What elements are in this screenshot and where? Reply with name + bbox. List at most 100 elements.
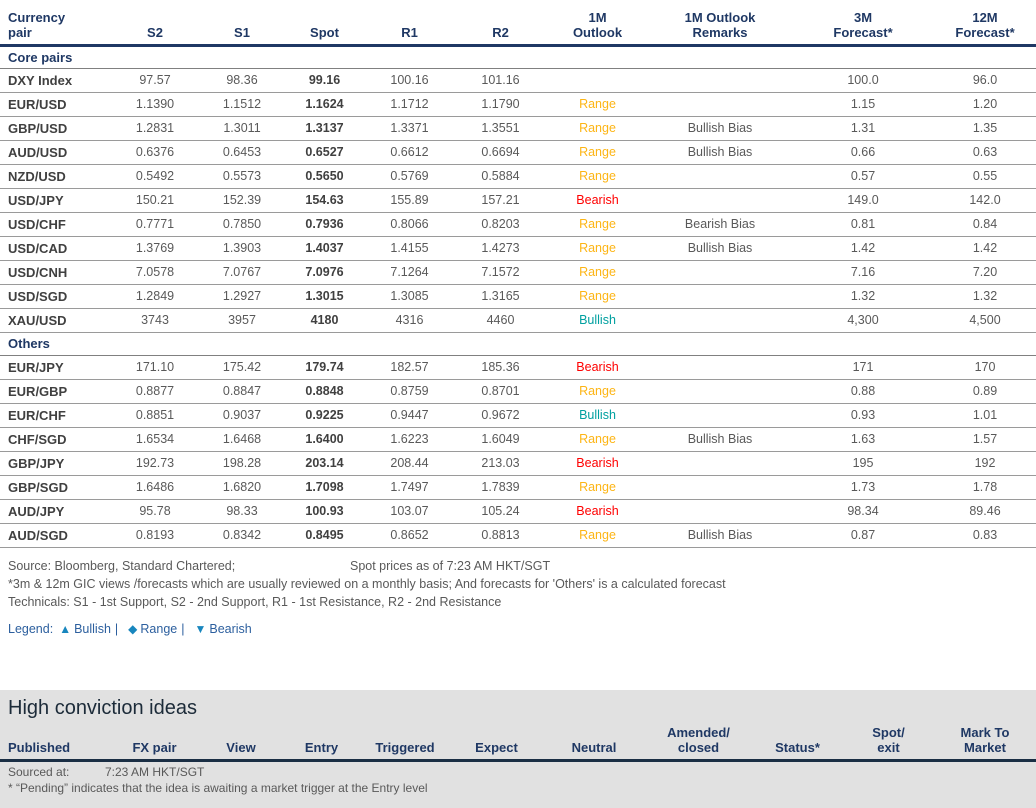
r2-cell: 0.8701 — [454, 379, 547, 404]
outlook-remarks-cell: Bullish Bias — [648, 236, 792, 261]
fx-row-nzd-usd: NZD/USD 0.5492 0.5573 0.5650 0.5769 0.5884 Ran… — [0, 164, 1036, 189]
outlook-remarks-cell — [648, 475, 792, 500]
fx-pair-cell: AUD/JPY — [0, 499, 110, 524]
hci-column-header: View — [199, 724, 283, 762]
fx-column-header: 1M Outlook Remarks — [648, 0, 792, 47]
section-row: Core pairs — [0, 45, 1036, 69]
r1-cell: 1.7497 — [365, 475, 454, 500]
spot-cell: 100.93 — [284, 499, 365, 524]
hci-header-row: Published FX pair View Entry Triggered Expect… — [0, 724, 1036, 762]
fx-row-eur-gbp: EUR/GBP 0.8877 0.8847 0.8848 0.8759 0.8701 Ran… — [0, 379, 1036, 404]
legend-item-label: Bearish — [209, 621, 252, 636]
outlook-cell: Range — [547, 212, 648, 237]
forecast-12m-cell: 1.01 — [934, 403, 1036, 428]
fx-row-usd-sgd: USD/SGD 1.2849 1.2927 1.3015 1.3085 1.3165 Ran… — [0, 284, 1036, 309]
fx-column-header: Spot — [284, 0, 365, 47]
sourced-at-label: Sourced at: — [8, 764, 70, 779]
s1-cell: 198.28 — [200, 451, 284, 476]
s2-cell: 1.3769 — [110, 236, 200, 261]
s1-cell: 98.36 — [200, 68, 284, 93]
forecast-12m-cell: 4,500 — [934, 308, 1036, 333]
fx-pair-cell: USD/SGD — [0, 284, 110, 309]
outlook-remarks-cell: Bullish Bias — [648, 116, 792, 141]
outlook-cell: Range — [547, 284, 648, 309]
spot-cell: 7.0976 — [284, 260, 365, 285]
r1-cell: 1.6223 — [365, 427, 454, 452]
s1-cell: 1.2927 — [200, 284, 284, 309]
forecast-12m-cell: 96.0 — [934, 68, 1036, 93]
spot-cell: 0.6527 — [284, 140, 365, 165]
outlook-remarks-cell — [648, 308, 792, 333]
s2-cell: 0.5492 — [110, 164, 200, 189]
fx-column-header: Currency pair — [0, 0, 110, 47]
r1-cell: 1.3085 — [365, 284, 454, 309]
s1-cell: 152.39 — [200, 188, 284, 213]
forecast-3m-cell: 0.88 — [792, 379, 934, 404]
hci-column-header: FX pair — [110, 724, 199, 762]
sourced-at-value: 7:23 AM HKT/SGT — [105, 764, 205, 779]
outlook-remarks-cell — [648, 188, 792, 213]
outlook-remarks-cell — [648, 451, 792, 476]
outlook-remarks-cell — [648, 68, 792, 93]
outlook-cell: Bearish — [547, 499, 648, 524]
fx-column-header: 12M Forecast* — [934, 0, 1036, 47]
spot-cell: 4180 — [284, 308, 365, 333]
outlook-cell: Range — [547, 164, 648, 189]
hci-column-header: Published — [0, 724, 110, 762]
hci-column-header: Mark To Market — [934, 724, 1036, 762]
fx-column-header: S1 — [200, 0, 284, 47]
s1-cell: 7.0767 — [200, 260, 284, 285]
forecast-3m-cell: 0.93 — [792, 403, 934, 428]
forecast-12m-cell: 0.89 — [934, 379, 1036, 404]
r2-cell: 0.8813 — [454, 523, 547, 548]
r2-cell: 105.24 — [454, 499, 547, 524]
hci-column-header: Spot/ exit — [843, 724, 934, 762]
s1-cell: 0.7850 — [200, 212, 284, 237]
fx-pair-cell: GBP/SGD — [0, 475, 110, 500]
s2-cell: 150.21 — [110, 188, 200, 213]
footer-notes: Source: Bloomberg, Standard Chartered; S… — [0, 548, 1036, 638]
forecast-12m-cell: 142.0 — [934, 188, 1036, 213]
r2-cell: 185.36 — [454, 355, 547, 380]
fx-pair-cell: NZD/USD — [0, 164, 110, 189]
forecast-12m-cell: 1.57 — [934, 427, 1036, 452]
forecast-3m-cell: 1.42 — [792, 236, 934, 261]
forecast-3m-cell: 0.57 — [792, 164, 934, 189]
fx-column-header: S2 — [110, 0, 200, 47]
s2-cell: 97.57 — [110, 68, 200, 93]
r2-cell: 1.3165 — [454, 284, 547, 309]
r1-cell: 0.8652 — [365, 523, 454, 548]
s2-cell: 171.10 — [110, 355, 200, 380]
hci-column-header: Amended/ closed — [645, 724, 752, 762]
outlook-remarks-cell — [648, 164, 792, 189]
r1-cell: 4316 — [365, 308, 454, 333]
s2-cell: 0.6376 — [110, 140, 200, 165]
fx-row-usd-cad: USD/CAD 1.3769 1.3903 1.4037 1.4155 1.4273 Ran… — [0, 236, 1036, 261]
r2-cell: 101.16 — [454, 68, 547, 93]
s1-cell: 1.3011 — [200, 116, 284, 141]
forecast-12m-cell: 89.46 — [934, 499, 1036, 524]
spot-cell: 1.1624 — [284, 92, 365, 117]
fx-table-header: Currency pair S2 S1 Spot R1 R2 1M Outlook 1M Ou… — [0, 0, 1036, 47]
spot-cell: 0.9225 — [284, 403, 365, 428]
fx-column-header: 3M Forecast* — [792, 0, 934, 47]
outlook-cell: Bullish — [547, 308, 648, 333]
r2-cell: 1.6049 — [454, 427, 547, 452]
r1-cell: 1.1712 — [365, 92, 454, 117]
s2-cell: 0.7771 — [110, 212, 200, 237]
range-diamond-icon: ◆ — [128, 621, 138, 636]
outlook-cell — [547, 68, 648, 93]
r2-cell: 157.21 — [454, 188, 547, 213]
legend-item-label: Range — [140, 621, 178, 636]
fx-table-body: Core pairs DXY Index 97.57 98.36 99.16 100.16… — [0, 45, 1036, 548]
s2-cell: 1.6534 — [110, 427, 200, 452]
forecast-12m-cell: 0.84 — [934, 212, 1036, 237]
forecast-3m-cell: 1.73 — [792, 475, 934, 500]
s1-cell: 0.5573 — [200, 164, 284, 189]
fx-pair-cell: GBP/USD — [0, 116, 110, 141]
source-line: Source: Bloomberg, Standard Chartered; S… — [8, 557, 1036, 575]
spot-cell: 0.8495 — [284, 523, 365, 548]
bearish-triangle-down-icon: ▼ — [194, 621, 207, 636]
spot-prices-asof-text: Spot prices as of 7:23 AM HKT/SGT — [350, 558, 551, 573]
forecast-3m-cell: 171 — [792, 355, 934, 380]
